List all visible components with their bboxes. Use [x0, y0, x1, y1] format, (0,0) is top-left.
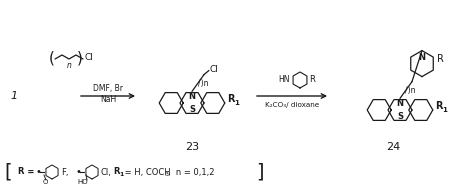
Text: 1: 1 [234, 100, 239, 106]
Text: O: O [42, 179, 48, 185]
Text: ): ) [77, 50, 83, 65]
Text: N: N [419, 53, 426, 62]
Text: •: • [75, 167, 81, 177]
Text: Cl,: Cl, [101, 167, 112, 176]
Text: Cl: Cl [85, 52, 94, 61]
Text: S: S [397, 112, 403, 121]
Text: [: [ [4, 162, 12, 181]
Text: 23: 23 [185, 142, 199, 152]
Text: = H, COCH: = H, COCH [122, 167, 171, 176]
Text: /)n: /)n [405, 86, 416, 95]
Text: R: R [227, 94, 234, 104]
Text: 1: 1 [10, 91, 18, 101]
Text: •: • [35, 167, 41, 177]
Text: ]: ] [256, 162, 264, 181]
Text: Cl: Cl [210, 65, 219, 74]
Text: R: R [435, 101, 442, 111]
Text: HO: HO [78, 179, 88, 185]
Text: 1: 1 [442, 107, 447, 113]
Text: ,  n = 0,1,2: , n = 0,1,2 [168, 167, 215, 176]
Text: 3: 3 [165, 171, 169, 176]
Text: n: n [66, 60, 72, 70]
Text: S: S [189, 105, 195, 114]
Text: DMF, Br: DMF, Br [93, 84, 123, 93]
Text: N: N [396, 99, 403, 108]
Text: K₂CO₃/ dioxane: K₂CO₃/ dioxane [265, 102, 319, 108]
Text: R: R [309, 75, 315, 84]
Text: (: ( [49, 50, 55, 65]
Text: N: N [189, 92, 195, 101]
Text: 24: 24 [386, 142, 400, 152]
Text: 1: 1 [119, 171, 123, 176]
Text: NaH: NaH [100, 95, 116, 104]
Text: R: R [437, 54, 444, 64]
Text: /)n: /)n [198, 79, 208, 88]
Text: F,: F, [61, 167, 69, 176]
Text: R =: R = [18, 167, 35, 176]
Text: HN: HN [279, 75, 290, 84]
Text: R: R [113, 167, 119, 176]
